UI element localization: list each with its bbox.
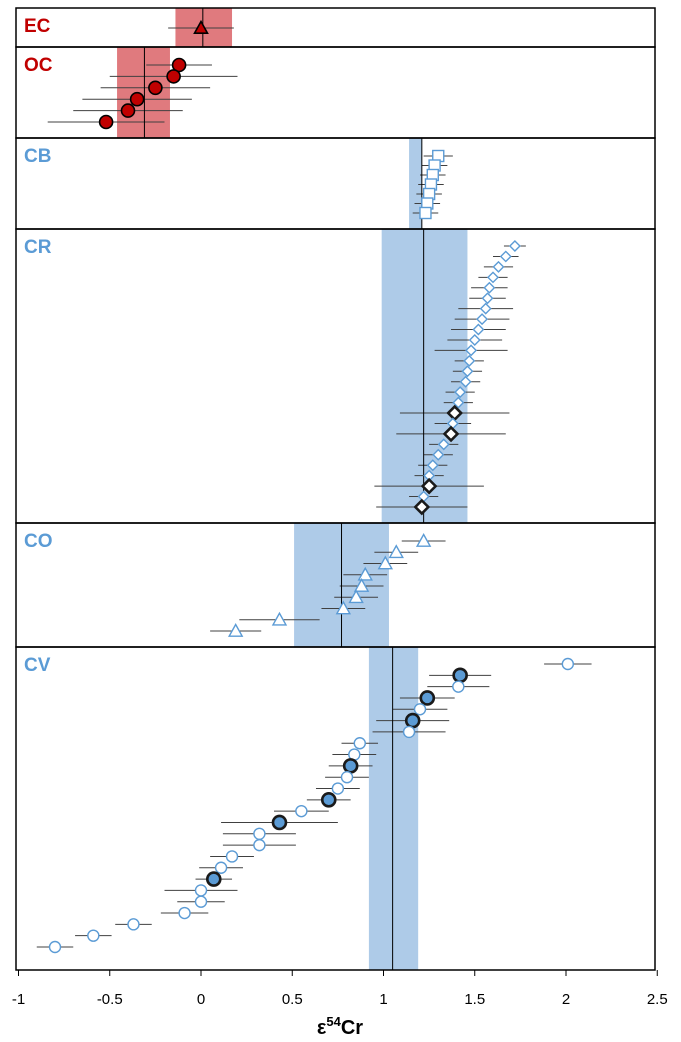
cv-data-point — [413, 703, 427, 716]
co-data-point — [388, 544, 404, 559]
cv-data-point — [178, 906, 191, 920]
co-data-point — [415, 533, 432, 547]
cr-panel-frame — [15, 228, 656, 524]
cv-data-point — [225, 850, 239, 863]
x-axis: -1 -0.5 0 0.5 1 1.5 2 2.5 — [12, 970, 668, 1008]
cr-data-point — [426, 459, 439, 472]
cv-data-point — [402, 725, 416, 739]
cr-data-point — [461, 365, 474, 378]
group-labels-layer: EC OC CB CR CO CV — [24, 16, 53, 676]
cv-range-band — [368, 647, 419, 970]
cr-data-point — [479, 302, 492, 315]
cv-data-point — [194, 884, 208, 897]
x-tick-label: 0 — [197, 991, 205, 1008]
cv-data-point — [253, 827, 266, 840]
ec-group-label: EC — [24, 16, 51, 37]
error-bars-layer — [36, 27, 592, 948]
x-tick-label: 1.5 — [464, 991, 485, 1008]
cr-data-point — [476, 313, 489, 326]
cv-data-point — [419, 690, 436, 706]
cv-data-point — [48, 940, 62, 954]
cv-data-point — [452, 667, 468, 684]
cv-data-point — [295, 804, 308, 818]
cr-data-point — [442, 425, 460, 443]
co-data-point — [353, 578, 370, 592]
cr-data-point — [413, 498, 431, 516]
cv-data-point — [331, 782, 345, 795]
cv-data-point — [253, 838, 266, 852]
oc-data-point — [129, 91, 145, 107]
x-tick-label: 2.5 — [647, 991, 668, 1008]
cv-data-point — [340, 771, 354, 784]
cr-group-label: CR — [24, 237, 52, 258]
cb-data-point — [419, 206, 432, 220]
cr-data-point — [463, 354, 476, 367]
cv-data-point — [353, 737, 366, 750]
co-data-point — [335, 600, 352, 615]
ec-panel-frame — [15, 7, 656, 48]
oc-range-band — [117, 47, 170, 138]
cr-data-point — [437, 438, 450, 451]
cb-group-label: CB — [24, 146, 51, 167]
cr-data-point — [483, 281, 496, 294]
cv-data-point — [127, 918, 140, 931]
cr-data-point — [499, 250, 512, 263]
cv-data-point — [342, 758, 359, 774]
cv-data-point — [194, 895, 208, 908]
cv-data-point — [271, 814, 288, 831]
cr-data-point — [468, 333, 481, 346]
cr-data-point — [454, 386, 467, 399]
cv-data-point — [205, 871, 222, 887]
points-layer — [48, 19, 575, 954]
ec-data-point — [193, 19, 209, 35]
cr-data-point — [420, 477, 438, 495]
oc-data-point — [98, 114, 114, 130]
cr-range-band — [381, 229, 468, 523]
bands-layer — [117, 8, 468, 970]
co-data-point — [227, 623, 244, 637]
co-data-point — [348, 589, 364, 604]
co-data-point — [357, 566, 373, 581]
cv-group-label: CV — [24, 655, 51, 676]
panel-frames-layer — [15, 7, 656, 971]
mean-lines-layer — [143, 8, 425, 970]
co-group-label: CO — [24, 531, 53, 552]
cb-panel-frame — [15, 137, 656, 230]
cr-data-point — [465, 344, 478, 357]
x-tick-label: -1 — [12, 991, 25, 1008]
oc-data-point — [148, 80, 163, 96]
cv-data-point — [404, 712, 421, 729]
cv-data-point — [452, 680, 465, 693]
cr-data-point — [452, 396, 465, 409]
co-data-point — [271, 611, 288, 626]
oc-data-point — [166, 69, 181, 84]
x-tick-label: -0.5 — [97, 991, 123, 1008]
cr-data-point — [459, 375, 472, 388]
cr-data-point — [487, 271, 499, 284]
oc-data-point — [120, 103, 136, 118]
cr-data-point — [481, 292, 494, 305]
cr-data-point — [508, 240, 521, 252]
co-data-point — [377, 555, 394, 570]
x-tick-label: 2 — [562, 991, 570, 1008]
cv-data-point — [214, 861, 228, 874]
x-axis-title: ε54Cr — [317, 1014, 363, 1039]
cv-panel-frame — [15, 646, 656, 971]
cr-data-point — [432, 448, 445, 461]
x-tick-label: 1 — [379, 991, 387, 1008]
cv-data-point — [320, 792, 337, 808]
cr-data-point — [492, 260, 505, 273]
cr-data-point — [472, 323, 485, 336]
oc-group-label: OC — [24, 55, 53, 76]
x-tick-label: 0.5 — [282, 991, 303, 1008]
cv-data-point — [87, 929, 100, 942]
oc-data-point — [171, 57, 187, 73]
cb-range-band — [409, 138, 422, 229]
cv-data-point — [561, 657, 575, 671]
